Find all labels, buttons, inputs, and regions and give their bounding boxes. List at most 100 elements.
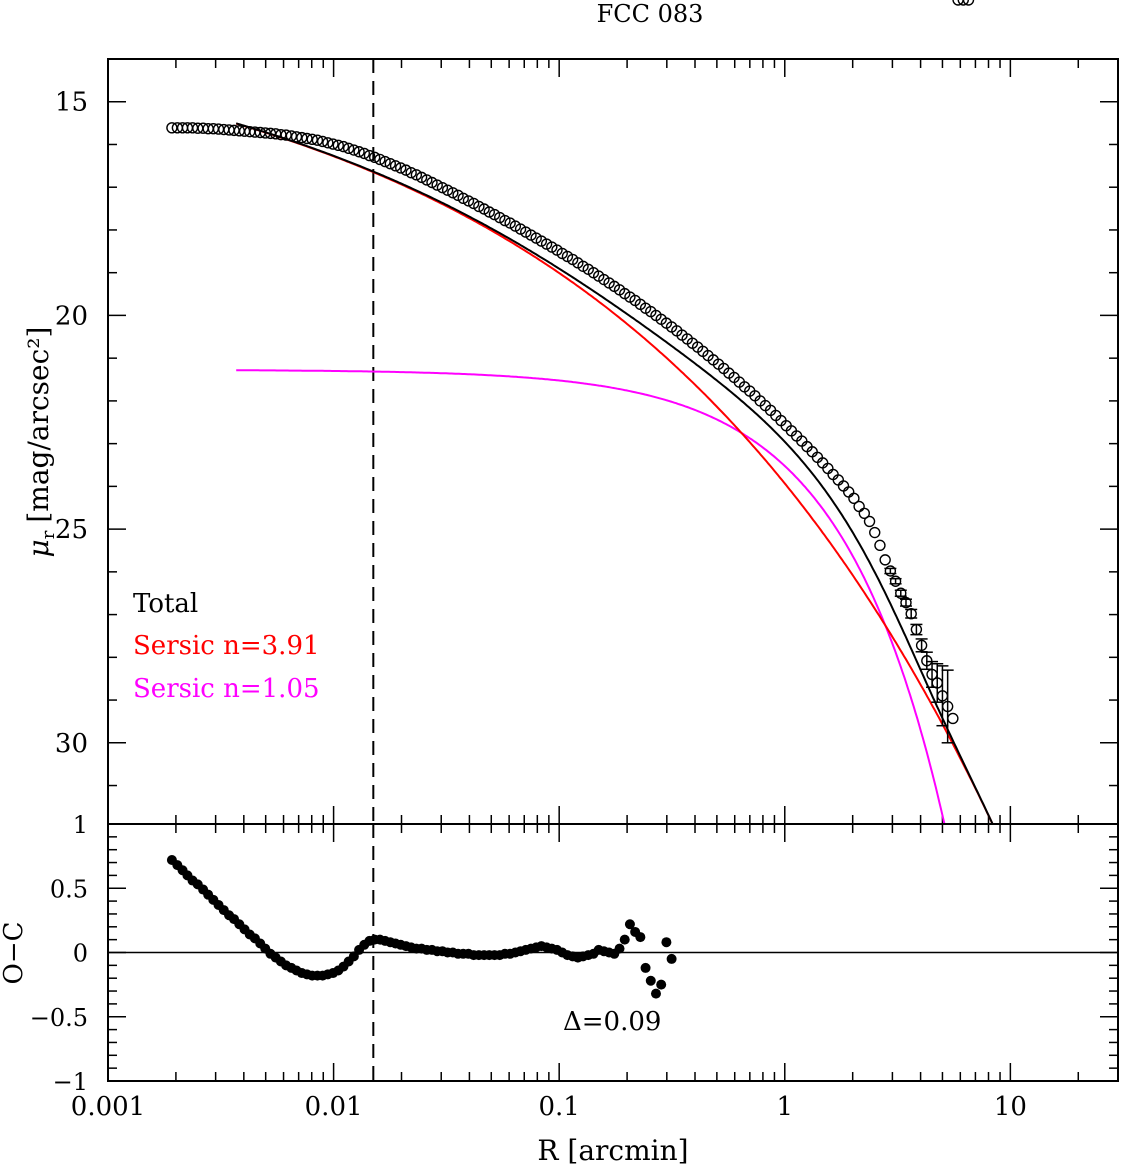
data-point: [462, 195, 475, 207]
data-point: [952, 0, 964, 6]
data-point: [837, 480, 850, 492]
data-point: [447, 187, 459, 199]
data-point: [368, 151, 381, 163]
data-point: [342, 142, 355, 155]
data-point: [853, 500, 865, 513]
data-point: [473, 200, 485, 213]
data-point: [947, 712, 959, 725]
y-tick-label-res: 1: [73, 811, 88, 839]
x-tick-labels: 0.001 0.01 0.1 1 10: [71, 1092, 1027, 1122]
data-point: [410, 169, 423, 181]
residual-point: [666, 953, 677, 964]
legend-total: Total: [133, 589, 198, 619]
legend-sersic-391: Sersic n=3.91: [133, 631, 320, 661]
data-point: [848, 492, 860, 505]
main-y-axis-label: μr [mag/arcsec²]: [22, 327, 59, 558]
sersic-105-curve: [236, 369, 946, 824]
residual-y-axis-label: O−C: [0, 922, 29, 985]
x-tick-label: 1: [777, 1092, 794, 1122]
data-point: [957, 0, 969, 6]
data-point: [441, 184, 454, 196]
data-point: [900, 596, 912, 609]
data-point: [962, 0, 975, 6]
main-frame: [107, 58, 1119, 825]
residual-point: [656, 979, 667, 990]
y-tick-label-res: 0.5: [50, 875, 88, 903]
data-point: [426, 176, 438, 189]
residual-point: [640, 962, 651, 973]
residual-point: [650, 988, 661, 999]
data-point: [941, 700, 954, 713]
data-point: [863, 515, 876, 528]
data-point: [457, 192, 469, 205]
data-point: [363, 149, 376, 162]
data-point: [421, 174, 433, 186]
mu-units: [mag/arcsec²]: [22, 327, 55, 523]
data-point: [400, 164, 412, 176]
sersic-391-curve: [235, 122, 994, 824]
data-point: [353, 146, 365, 158]
data-point: [301, 132, 313, 145]
data-point: [915, 639, 928, 652]
data-point: [910, 623, 923, 636]
residual-panel: −1 −0.5 0 0.5 1 0.001 0.01 0.1 1 10 O−C Δ=0.09: [0, 811, 1119, 1122]
x-tick-label: 0.01: [305, 1092, 363, 1122]
y-tick-label-main: 25: [55, 515, 88, 545]
data-point: [431, 179, 443, 191]
data-point: [395, 162, 407, 174]
x-tick-label: 0.001: [71, 1092, 145, 1122]
residual-point: [661, 937, 672, 948]
data-point: [327, 138, 339, 150]
data-point: [389, 160, 402, 172]
data-point: [869, 526, 881, 539]
model-curves: [235, 122, 994, 824]
y-tick-label-main: 15: [55, 88, 88, 118]
data-point: [436, 181, 449, 194]
data-point: [415, 171, 428, 184]
data-point: [905, 608, 917, 620]
data-point: [405, 166, 417, 179]
residual-point: [619, 934, 630, 945]
residual-points: [166, 854, 677, 999]
residual-point: [614, 943, 625, 954]
data-point: [379, 155, 391, 168]
x-tick-label: 0.1: [539, 1092, 580, 1122]
data-point: [348, 144, 360, 156]
data-point: [358, 147, 370, 160]
x-axis-label: R [arcmin]: [537, 1134, 688, 1167]
main-axis-ticks: [107, 58, 1119, 824]
main-panel: 15 20 25 30 μr [mag/arcsec²] Total Sersic n=…: [22, 0, 1119, 825]
data-point: [311, 134, 324, 146]
data-point: [842, 486, 855, 498]
data-point: [306, 133, 318, 146]
data-point: [316, 135, 329, 148]
data-point: [874, 539, 886, 552]
y-tick-label-main: 20: [55, 301, 88, 331]
data-point: [374, 153, 386, 166]
main-y-tick-labels: 15 20 25 30: [55, 88, 88, 759]
data-point: [337, 140, 350, 153]
residual-point: [624, 919, 635, 930]
residual-point: [645, 975, 656, 986]
total-curve: [235, 122, 994, 824]
data-point: [858, 507, 871, 519]
data-point: [889, 575, 902, 587]
residual-y-tick-labels: −1 −0.5 0 0.5 1: [30, 811, 88, 1096]
legend-sersic-105: Sersic n=1.05: [133, 674, 320, 704]
chart-title: FCC 083: [597, 0, 704, 28]
observed-points: [166, 0, 975, 744]
data-point: [921, 655, 933, 667]
data-point: [884, 565, 897, 577]
residual-point: [635, 932, 646, 943]
mu-subscript: r: [38, 530, 59, 539]
data-point: [879, 554, 891, 566]
residual-frame: [107, 823, 1119, 1082]
y-tick-label-main: 30: [55, 729, 88, 759]
data-point: [332, 139, 344, 152]
data-point: [499, 214, 511, 227]
data-point: [483, 206, 495, 218]
data-point: [322, 137, 334, 149]
y-tick-label-res: −0.5: [30, 1004, 88, 1032]
residual-annotation: Δ=0.09: [563, 1007, 661, 1037]
